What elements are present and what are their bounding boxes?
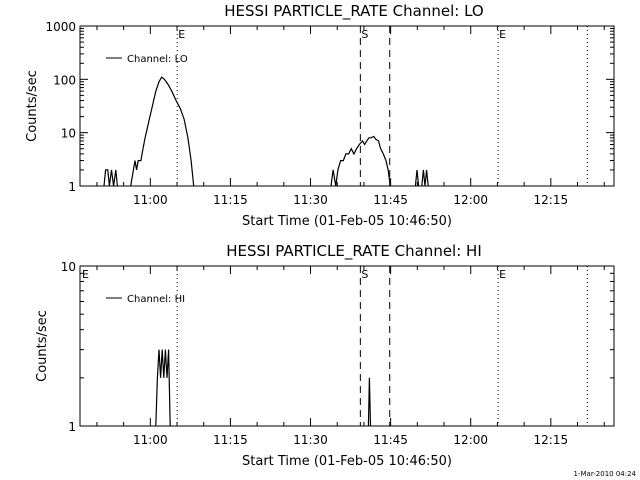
x-tick-label: 11:00 <box>133 433 168 447</box>
x-tick-label: 11:45 <box>373 193 408 207</box>
x-axis-label: Start Time (01-Feb-05 10:46:50) <box>242 454 452 469</box>
x-axis-label: Start Time (01-Feb-05 10:46:50) <box>242 214 452 229</box>
y-axis-label: Counts/sec <box>35 310 50 382</box>
plot-frame <box>79 25 615 187</box>
marker-letter: E <box>82 268 89 281</box>
marker-letter: S <box>361 268 368 281</box>
x-tick-label: 12:00 <box>453 193 488 207</box>
y-tick-label: 1000 <box>45 20 76 34</box>
axis-ticks: 11:00 11:15 11:30 11:45 12:00 12:15 1 10 <box>61 260 614 447</box>
legend: Channel: LO <box>106 54 188 65</box>
x-tick-label: 12:15 <box>534 193 569 207</box>
series-line <box>130 76 195 187</box>
x-tick-label: 12:00 <box>453 433 488 447</box>
series-line <box>155 349 171 427</box>
timestamp-label: 1-Mar-2010 04:24 <box>574 470 637 478</box>
marker-letter: E <box>178 28 185 41</box>
plot-frame <box>79 265 615 427</box>
panel-lo: HESSI PARTICLE_RATE Channel: LO E S E 11:0… <box>25 2 615 229</box>
chart-title: HESSI PARTICLE_RATE Channel: HI <box>226 242 482 261</box>
x-tick-label: 11:30 <box>293 193 328 207</box>
y-tick-label: 1 <box>68 180 76 194</box>
series-line <box>103 169 118 187</box>
x-tick-label: 11:15 <box>213 433 248 447</box>
legend-label: Channel: HI <box>127 294 185 305</box>
x-tick-label: 12:15 <box>534 433 569 447</box>
x-tick-label: 11:00 <box>133 193 168 207</box>
x-tick-label: 11:45 <box>373 433 408 447</box>
legend-label: Channel: LO <box>127 54 188 65</box>
series-lines <box>155 349 372 427</box>
legend: Channel: HI <box>106 294 185 305</box>
series-line <box>414 169 420 187</box>
panel-hi: HESSI PARTICLE_RATE Channel: HI E S E 11:0… <box>35 242 615 469</box>
x-tick-label: 11:15 <box>213 193 248 207</box>
marker-letter: E <box>499 268 506 281</box>
series-lines <box>103 76 429 187</box>
series-line <box>330 135 391 187</box>
series-line <box>367 377 372 427</box>
y-tick-label: 1 <box>68 420 76 434</box>
y-tick-label: 10 <box>61 127 76 141</box>
axis-ticks: 11:00 11:15 11:30 11:45 12:00 12:15 1 10 100 1000 <box>45 20 614 207</box>
y-tick-label: 100 <box>53 73 76 87</box>
x-tick-label: 11:30 <box>293 433 328 447</box>
series-line <box>421 169 429 187</box>
chart-title: HESSI PARTICLE_RATE Channel: LO <box>224 2 483 21</box>
marker-letter: E <box>499 28 506 41</box>
marker-letter: S <box>361 28 368 41</box>
y-tick-label: 10 <box>61 260 76 274</box>
y-axis-label: Counts/sec <box>25 70 40 142</box>
